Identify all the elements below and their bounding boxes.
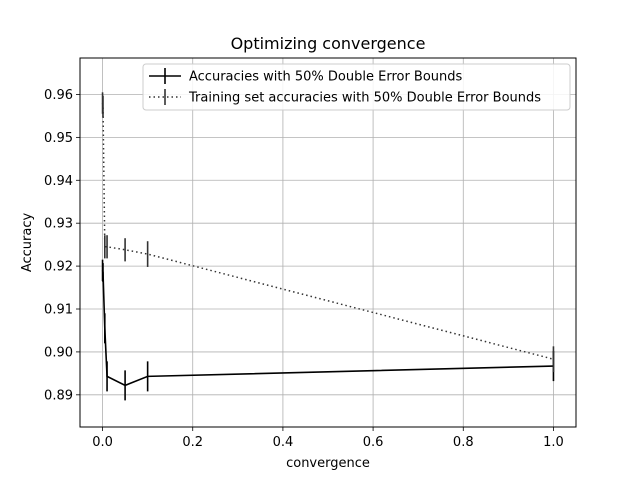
series-layer [101,92,555,401]
y-tick-label: 0.94 [44,174,73,189]
legend-item: Accuracies with 50% Double Error Bounds [149,68,463,85]
legend-box [142,63,571,111]
y-axis-label: Accuracy [20,213,35,273]
x-tick-label: 0.0 [92,435,113,450]
series-2 [101,92,555,373]
y-axis-ticks: 0.89 0.90 0.91 0.92 0.93 0.94 0.95 0.96 [44,88,80,403]
x-axis-label: convergence [286,456,370,471]
y-tick-label: 0.91 [44,303,73,318]
y-tick-label: 0.90 [44,345,73,360]
x-tick-label: 0.2 [182,435,203,450]
x-tick-label: 0.8 [453,435,474,450]
chart-title: Optimizing convergence [231,34,426,53]
x-tick-label: 1.0 [543,435,564,450]
y-tick-label: 0.95 [44,131,73,146]
x-axis-ticks: 0.0 0.2 0.4 0.6 0.8 1.0 [92,427,564,450]
legend-item: Training set accuracies with 50% Double … [149,89,541,106]
legend-label: Training set accuracies with 50% Double … [188,91,541,106]
legend-label: Accuracies with 50% Double Error Bounds [189,70,463,85]
y-tick-label: 0.89 [44,388,73,403]
x-tick-label: 0.6 [363,435,384,450]
plot-frame [79,57,577,428]
y-tick-label: 0.93 [44,217,73,232]
x-tick-label: 0.4 [273,435,294,450]
y-tick-label: 0.92 [44,260,73,275]
y-tick-label: 0.96 [44,88,73,103]
legend: Accuracies with 50% Double Error Bounds T… [142,63,571,111]
